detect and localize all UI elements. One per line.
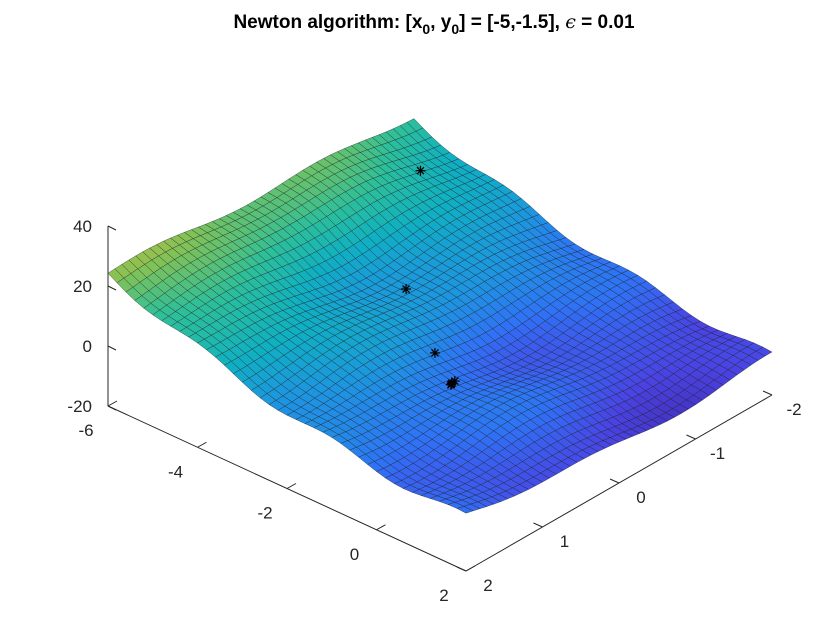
title-suffix: = 0.01 — [576, 12, 635, 33]
x-tick — [197, 441, 207, 448]
y-tick-label: 2 — [483, 576, 492, 595]
iterate-marker — [401, 284, 412, 295]
chart-title: Newton algorithm: [x0, y0] = [-5,-1.5], … — [233, 11, 635, 37]
x-tick — [286, 483, 297, 489]
iterate-stroke — [431, 348, 439, 357]
x-tick-label: 0 — [350, 545, 359, 564]
x-tick-label: -2 — [257, 504, 272, 523]
title-mid-2: ] = [-5,-1.5], — [459, 12, 565, 33]
mesh-cell — [755, 346, 773, 357]
iterate-stroke — [446, 380, 455, 389]
y-tick — [609, 478, 620, 484]
y-tick — [533, 522, 543, 528]
iterate-marker — [445, 379, 456, 390]
x-tick — [465, 565, 476, 572]
z-tick-label: -20 — [67, 397, 92, 416]
y-tick — [456, 566, 467, 572]
y-tick-label: -1 — [710, 444, 725, 463]
surface-mesh — [107, 118, 773, 514]
x-tick-label: -4 — [168, 462, 183, 481]
title-epsilon: ϵ — [565, 11, 576, 33]
title-mid-1: , y — [430, 12, 452, 33]
y-tick-label: 0 — [636, 488, 645, 507]
iterate-marker — [415, 165, 426, 176]
x-tick — [376, 524, 386, 531]
z-tick-label: 20 — [73, 277, 92, 296]
x-tick — [107, 400, 118, 407]
z-tick — [107, 225, 117, 231]
z-tick — [107, 345, 117, 351]
z-tick — [107, 405, 117, 411]
y-tick — [762, 390, 773, 396]
title-sub-y0: 0 — [451, 21, 459, 37]
iterate-stroke — [416, 166, 425, 175]
y-tick-label: 1 — [560, 532, 569, 551]
x-tick-label: 2 — [439, 586, 448, 605]
z-tick-label: 0 — [83, 337, 92, 356]
z-tick — [107, 285, 117, 291]
z-tick-label: 40 — [73, 217, 92, 236]
x-tick-label: -6 — [78, 421, 93, 440]
y-tick — [686, 434, 696, 440]
iterate-stroke — [402, 285, 410, 293]
title-sub-x0: 0 — [422, 21, 430, 37]
newton-iterates — [401, 165, 460, 390]
y-tick-label: -2 — [786, 400, 801, 419]
title-prefix: Newton algorithm: [x — [233, 12, 422, 33]
iterate-marker — [429, 347, 440, 358]
